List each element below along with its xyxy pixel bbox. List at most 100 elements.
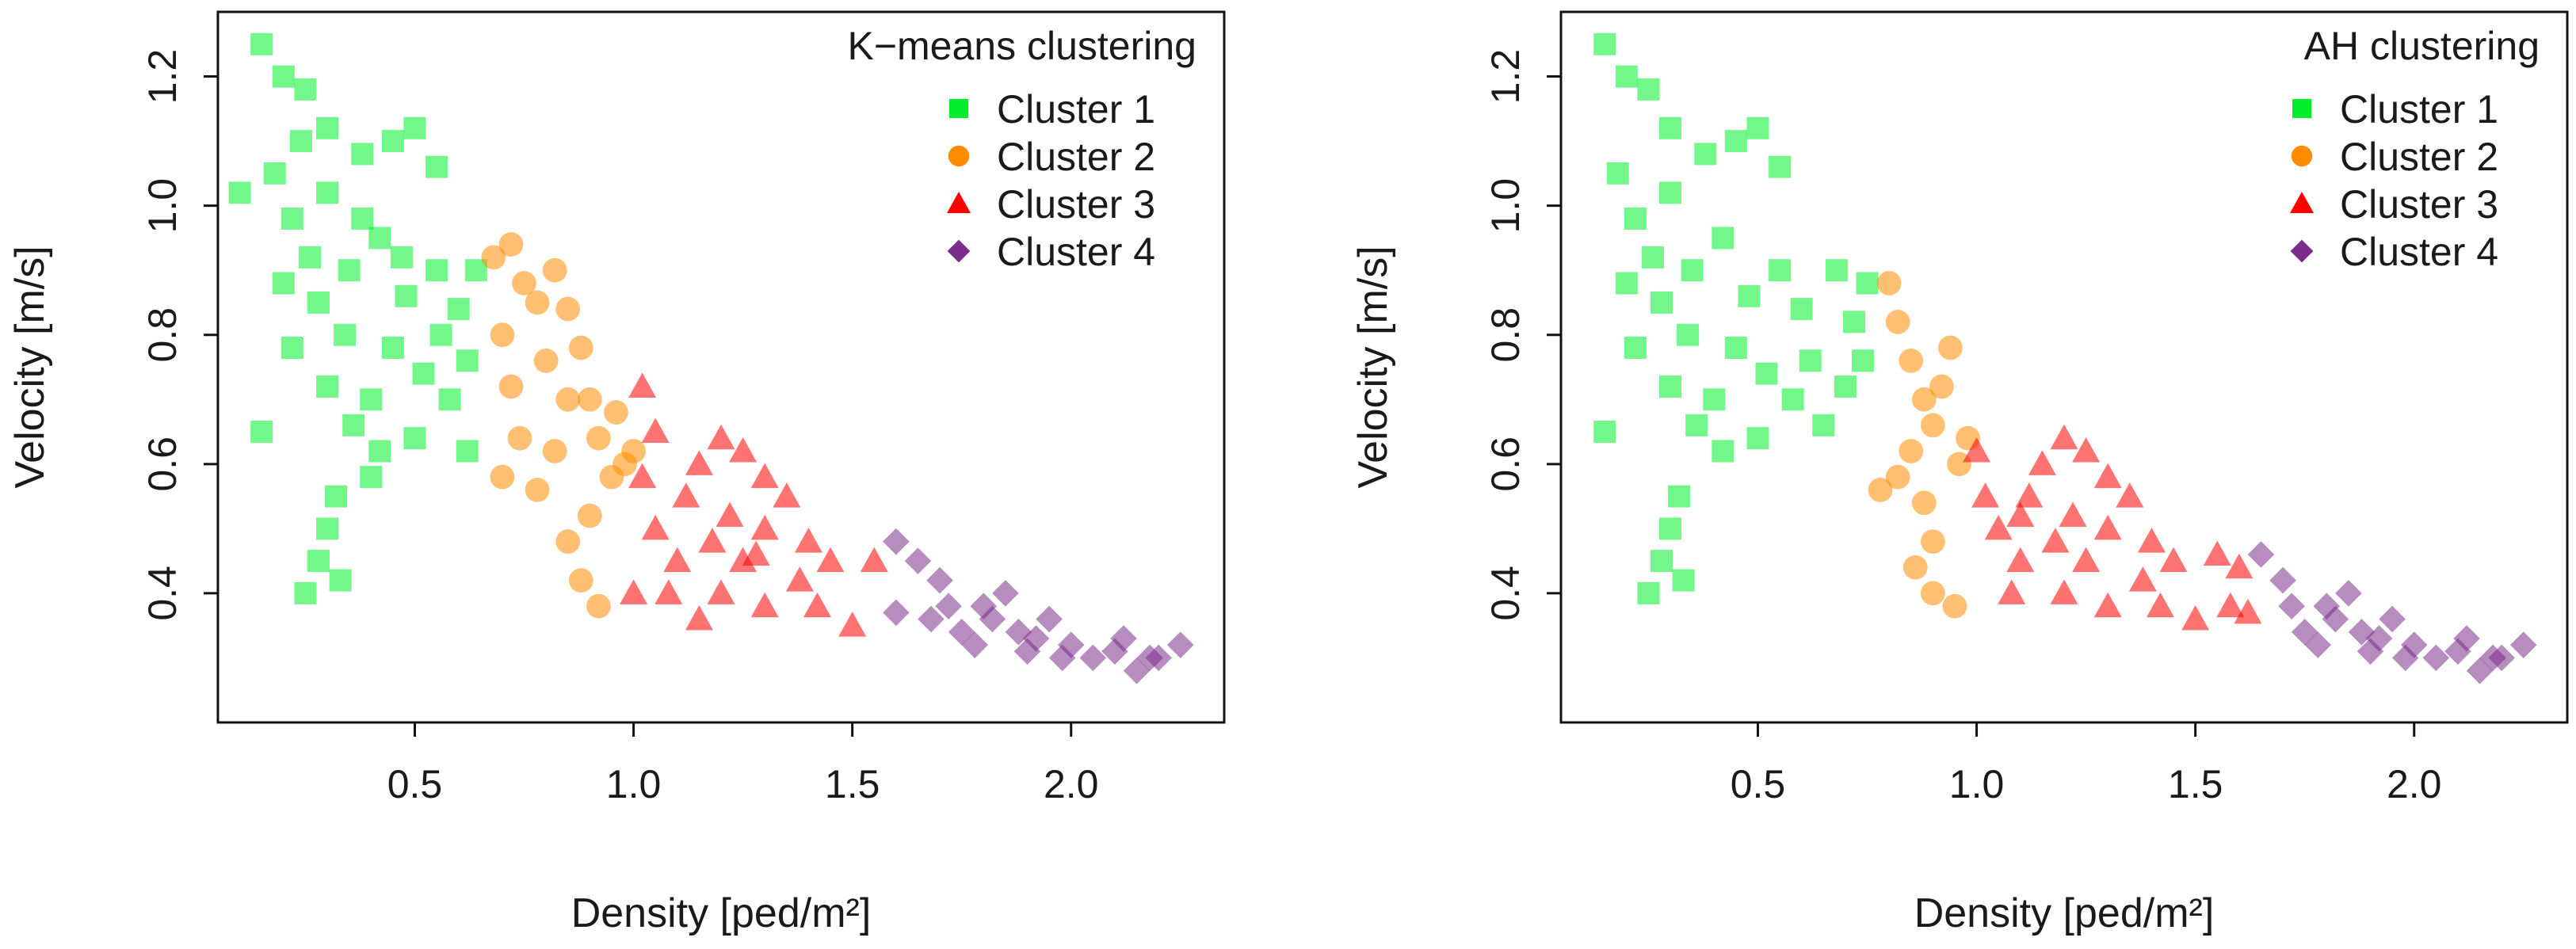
series-2	[1868, 271, 1980, 619]
data-point	[1856, 272, 1879, 295]
data-point	[716, 501, 744, 528]
data-point	[2116, 482, 2144, 508]
data-point	[1593, 421, 1616, 444]
data-point	[698, 528, 727, 553]
data-point	[620, 579, 648, 604]
data-point	[2291, 619, 2318, 646]
data-point	[641, 514, 670, 540]
data-point	[412, 362, 435, 385]
data-point	[1685, 414, 1708, 436]
data-point	[860, 547, 888, 573]
data-point	[2365, 625, 2393, 652]
data-point	[1790, 298, 1813, 321]
data-point	[498, 232, 524, 257]
data-point	[272, 65, 295, 88]
legend-marker-square	[949, 99, 968, 118]
data-point	[2479, 644, 2506, 672]
data-point	[555, 296, 581, 322]
data-point	[1694, 143, 1717, 166]
data-point	[507, 425, 532, 451]
data-point	[381, 130, 404, 153]
x-axis-title: Density [ped/m²]	[571, 890, 872, 936]
data-point	[1920, 581, 1945, 606]
data-point	[1624, 207, 1647, 230]
data-point	[663, 547, 692, 573]
data-points	[228, 32, 1194, 684]
data-point	[316, 181, 339, 204]
data-point	[2093, 514, 2122, 540]
data-point	[2181, 605, 2210, 631]
data-point	[250, 32, 273, 55]
data-point	[992, 580, 1019, 607]
data-point	[2453, 625, 2480, 652]
data-point	[316, 517, 339, 540]
data-point	[816, 547, 845, 573]
data-point	[2093, 592, 2122, 618]
data-point	[351, 143, 374, 166]
plot-frame	[216, 10, 1226, 724]
data-point	[1659, 375, 1682, 398]
data-point	[2072, 437, 2101, 463]
data-point	[1724, 130, 1747, 153]
chart-title: K−means clustering	[847, 24, 1196, 68]
data-point	[2225, 553, 2254, 579]
legend-label: Cluster 2	[997, 135, 1155, 179]
data-point	[1651, 550, 1673, 573]
series-4	[2247, 541, 2537, 684]
data-point	[838, 612, 867, 637]
data-point	[926, 566, 953, 594]
legend-marker-triangle	[947, 192, 971, 213]
data-point	[525, 478, 550, 502]
data-point	[1769, 259, 1792, 282]
data-point	[1902, 555, 1928, 580]
data-point	[2203, 540, 2231, 566]
data-point	[438, 388, 461, 411]
data-point	[2059, 501, 2087, 528]
data-point	[1920, 413, 1945, 438]
data-point	[785, 566, 814, 592]
data-point	[1079, 644, 1107, 672]
data-point	[577, 503, 602, 528]
y-tick-label: 1.0	[140, 178, 185, 234]
data-point	[1672, 569, 1695, 592]
data-point	[729, 437, 758, 463]
x-tick-label: 0.5	[1731, 762, 1786, 806]
data-point	[2216, 592, 2245, 618]
chart-title: AH clustering	[2304, 24, 2540, 68]
data-point	[1110, 625, 1137, 652]
data-point	[1885, 310, 1910, 334]
data-point	[1899, 439, 1924, 463]
data-point	[2050, 424, 2078, 450]
data-point	[329, 569, 352, 592]
scatter-panel-2: 0.5 1.0 1.5 2.0 0.4 0.6 0.8 1.0 1.2 Density [ped/…	[1350, 10, 2569, 936]
data-point	[403, 116, 426, 139]
data-point	[2015, 482, 2044, 508]
data-point	[316, 375, 339, 398]
data-point	[1659, 116, 1682, 139]
data-point	[628, 463, 657, 489]
series-2	[481, 232, 646, 619]
data-point	[294, 78, 317, 101]
data-point	[1166, 631, 1194, 658]
y-axis-title: Velocity [m/s]	[1350, 246, 1396, 488]
data-point	[1876, 271, 1902, 295]
data-point	[750, 514, 779, 540]
data-point	[803, 592, 831, 618]
data-point	[542, 439, 567, 463]
data-point	[1659, 517, 1682, 540]
x-tick-label: 1.0	[1949, 762, 2005, 806]
legend-marker-circle	[948, 145, 970, 167]
data-point	[2379, 605, 2406, 633]
data-point	[542, 257, 567, 283]
data-point	[325, 485, 348, 508]
data-point	[512, 271, 536, 295]
data-point	[307, 550, 330, 573]
y-tick-label: 1.0	[1483, 178, 1528, 234]
legend-label: Cluster 1	[2340, 87, 2498, 131]
data-point	[1998, 579, 2026, 604]
data-point	[621, 439, 646, 463]
data-point	[294, 581, 317, 604]
data-point	[2391, 644, 2419, 672]
data-point	[555, 529, 581, 555]
